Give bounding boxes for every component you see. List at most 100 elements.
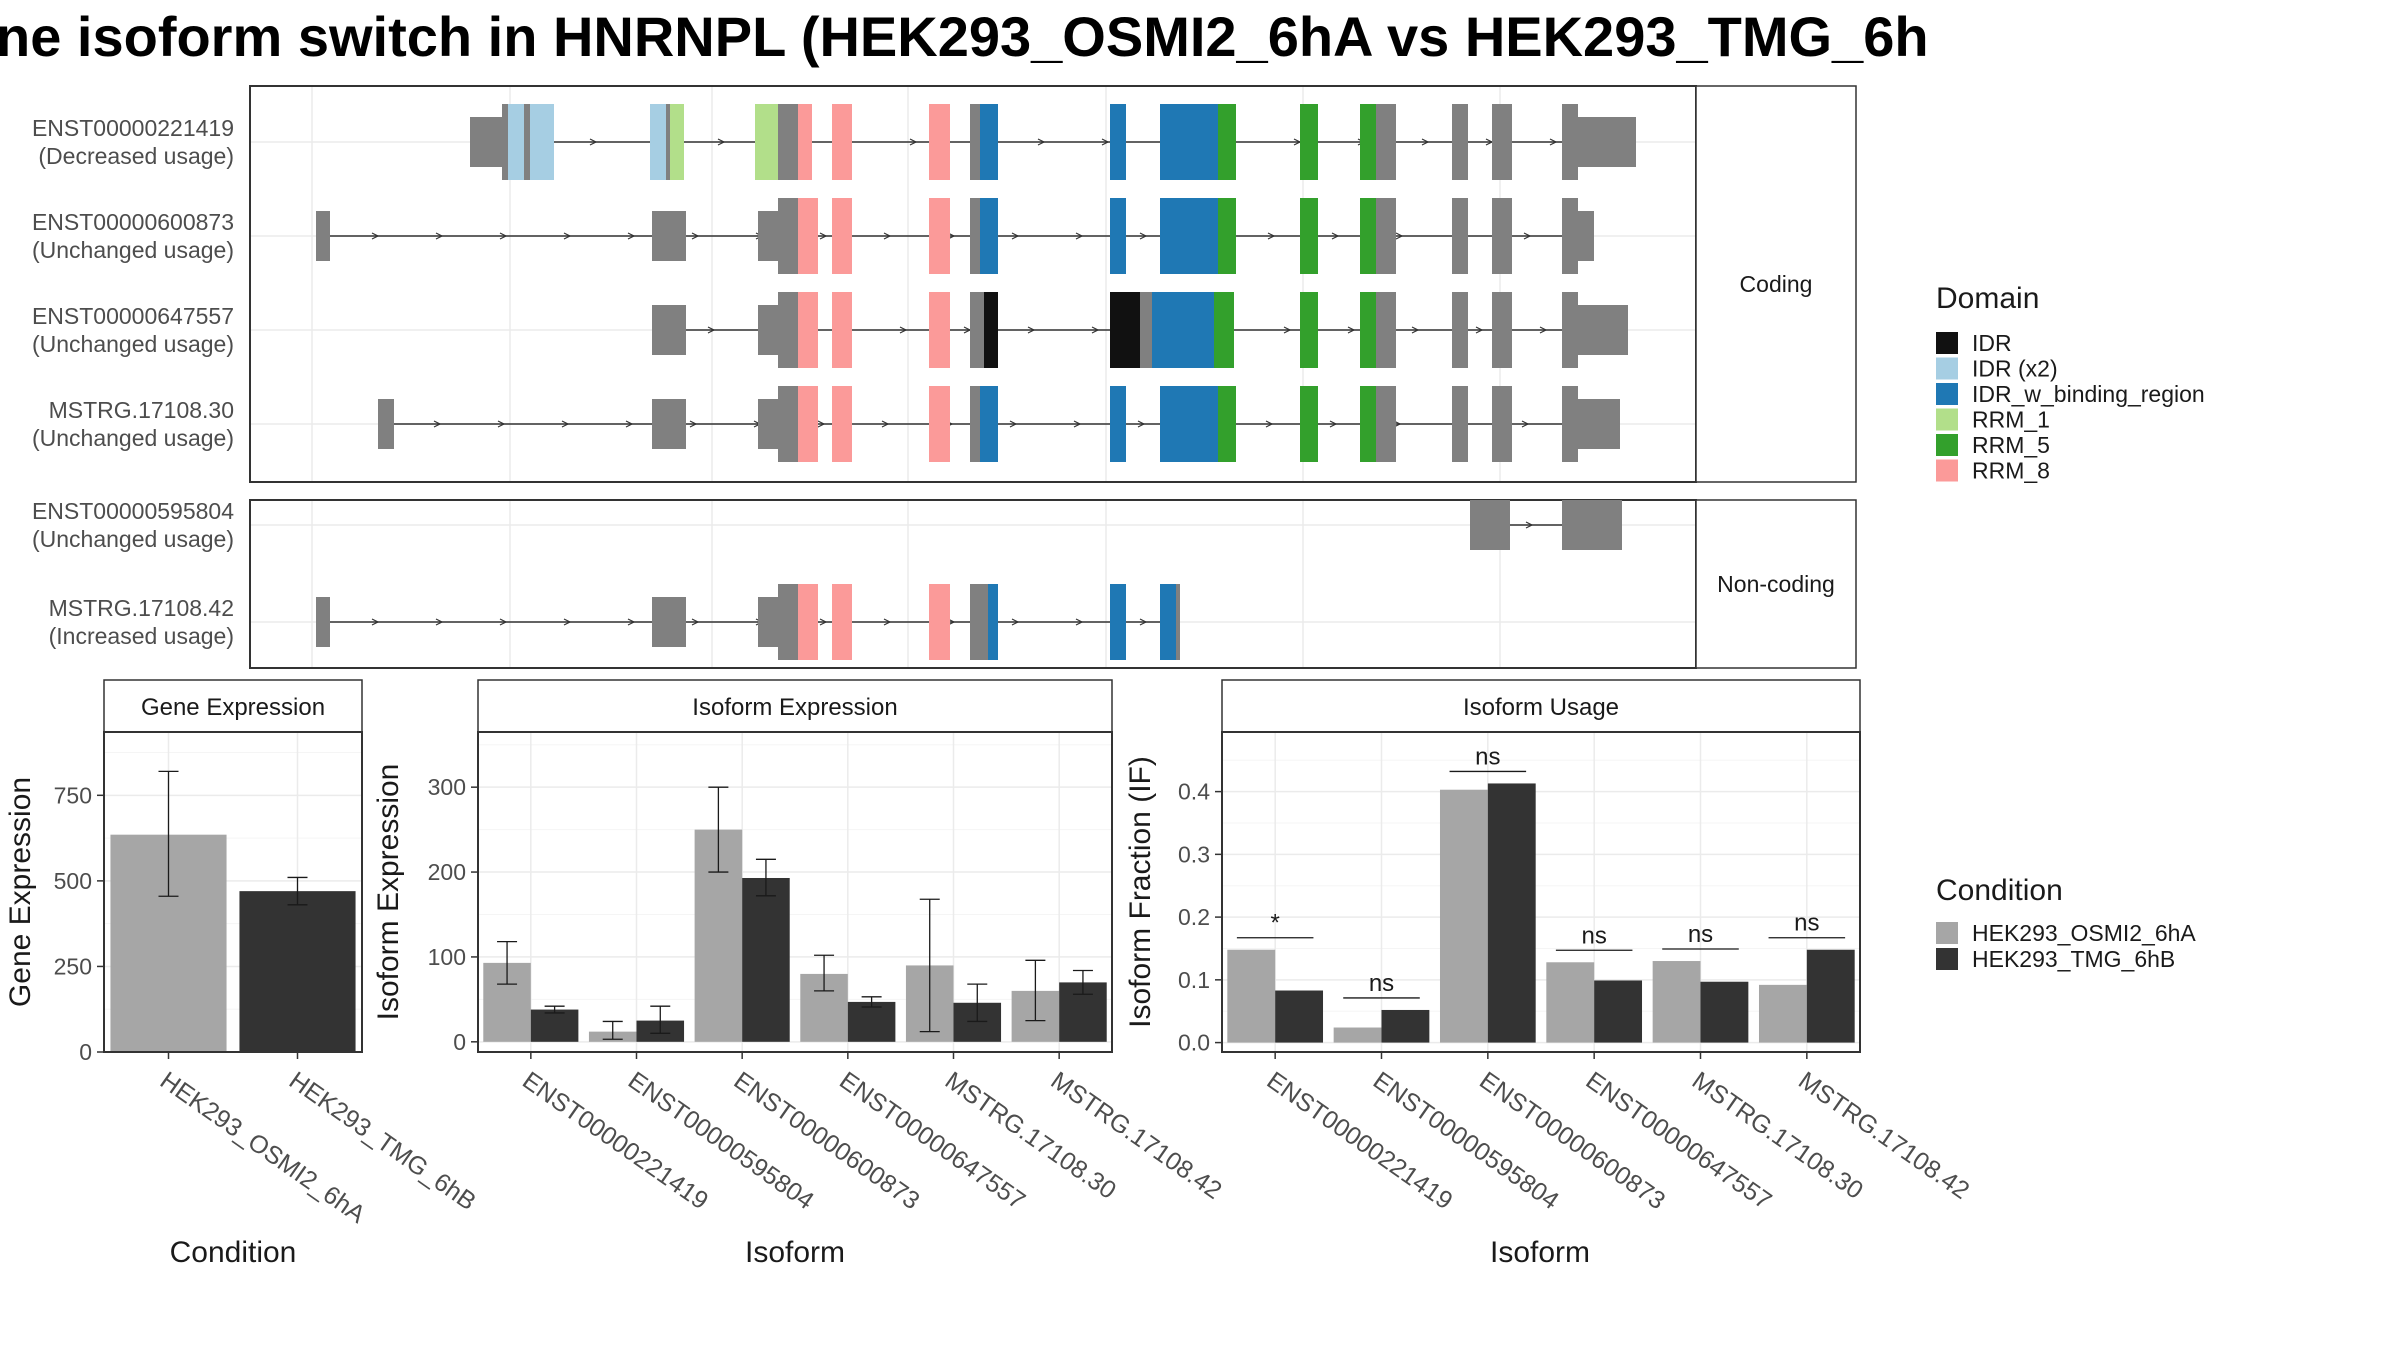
facet-strip [1695,499,1857,669]
domain-block [798,198,818,274]
legend-key [1936,459,1958,482]
exon-block [778,292,798,368]
direction-arrow [1283,326,1292,334]
x-tick-label: ENST00000647557 [834,1066,1030,1215]
direction-arrow [499,232,508,240]
domain-block [508,104,524,180]
direction-arrow [1521,420,1530,428]
domain-block [1160,386,1218,462]
exon-block [1176,584,1180,660]
bar [742,877,790,1042]
direction-arrow [1037,138,1046,146]
exon-block [1376,386,1396,462]
direction-arrow [691,232,700,240]
y-tick-label: 0.1 [1178,967,1210,993]
domain-block [1360,386,1376,462]
domain-block [929,386,950,462]
panel-border [103,731,363,1053]
exon-block [758,305,778,355]
exon-block [1562,500,1622,550]
direction-arrow [433,420,442,428]
direction-arrow [1011,232,1020,240]
exon-block [1452,292,1468,368]
domain-block [980,198,998,274]
bar [1275,990,1324,1043]
exon-block [652,399,686,449]
direction-arrow [627,618,636,626]
facet-strip-label: Isoform Expression [692,694,897,721]
isoform-usage-label: (Unchanged usage) [32,331,234,357]
direction-arrow [371,232,380,240]
direction-arrow [819,618,828,626]
legend-key [1936,408,1958,431]
exon-block [1578,117,1636,167]
exon-block [1376,104,1396,180]
y-tick-label: 250 [54,953,92,979]
domain-block [1300,198,1318,274]
isoform-usage-label: (Increased usage) [49,623,234,649]
y-tick-label: 0.4 [1178,779,1210,805]
legend-key [1936,383,1958,405]
direction-arrow [627,232,636,240]
exon-block [502,104,508,180]
direction-arrow [1265,420,1274,428]
x-tick-label: ENST00000221419 [517,1066,713,1215]
y-tick-label: 200 [428,859,466,885]
direction-arrow [819,232,828,240]
legend-key [1936,332,1958,354]
isoform-id-label: ENST00000600873 [32,209,234,235]
exon-block [970,104,980,180]
domain-block [988,584,998,660]
x-axis-title: Condition [170,1236,297,1269]
facet-strip-label: Isoform Usage [1463,694,1619,721]
legend-key [1936,357,1958,380]
significance-label: ns [1794,910,1819,937]
isoform-id-label: MSTRG.17108.42 [49,595,234,621]
direction-arrow [817,420,826,428]
direction-arrow [497,420,506,428]
exon-block [1578,211,1594,261]
exon-block [316,597,330,647]
legend-label: RRM_8 [1972,458,2050,484]
domain-block [1160,198,1218,274]
exon-block [1452,198,1468,274]
bar [239,891,356,1052]
transcript-structure-panel: Coding ENST00000221419(Decreased usage) EN… [32,85,1857,669]
isoform-usage-label: (Unchanged usage) [32,526,234,552]
exon-block [970,584,988,660]
direction-arrow [1139,618,1148,626]
domain-block [984,292,998,368]
exon-block [970,292,984,368]
direction-arrow [1395,232,1404,240]
x-tick-label: ENST00000595804 [623,1066,819,1215]
domain-block [1160,584,1176,660]
isoform-id-label: ENST00000221419 [32,115,234,141]
facet-strip [1221,679,1861,733]
direction-arrow [1329,420,1338,428]
exon-block [1140,292,1152,368]
y-axis-title: Isoform Expression [372,764,405,1021]
domain-block [1360,292,1376,368]
exon-block [1578,399,1620,449]
domain-block [530,104,554,180]
significance-label: ns [1581,922,1606,949]
domain-block [980,104,998,180]
direction-arrow [1073,420,1082,428]
condition-legend-title: Condition [1936,874,2063,907]
direction-arrow [1027,326,1036,334]
x-axis-title: Isoform [1490,1236,1590,1269]
direction-arrow [883,232,892,240]
domain-block [832,104,852,180]
direction-arrow [563,232,572,240]
exon-block [1452,104,1468,180]
facet-strip [103,679,363,733]
exon-block [378,399,394,449]
exon-block [758,211,778,261]
exon-block [1492,386,1512,462]
bar [1758,984,1807,1043]
direction-arrow [1411,326,1420,334]
plot-area [478,732,1112,1052]
direction-arrow [883,618,892,626]
